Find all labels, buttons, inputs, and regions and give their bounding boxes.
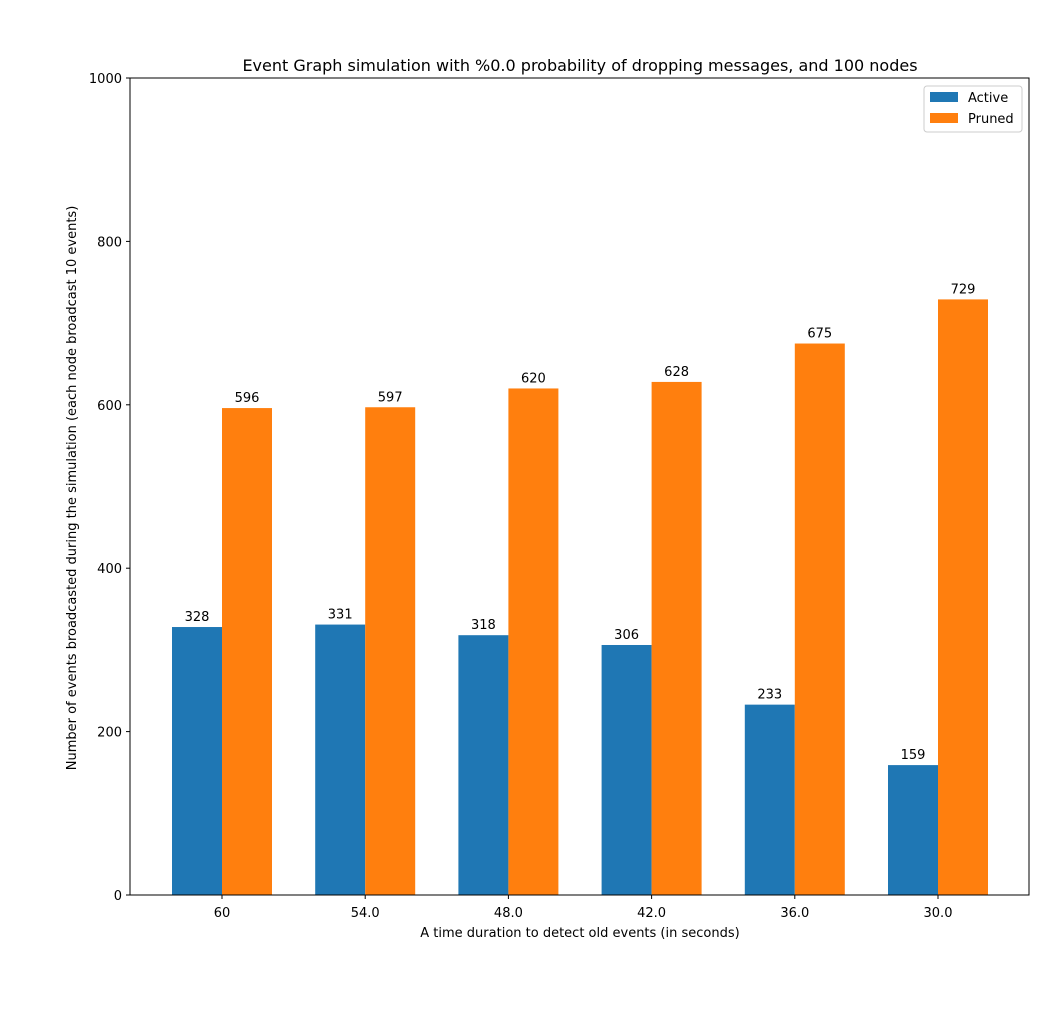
y-tick-label: 0 xyxy=(114,889,122,904)
bar-pruned xyxy=(365,407,416,895)
y-tick-label: 600 xyxy=(97,399,122,414)
legend-swatch-pruned xyxy=(930,113,958,123)
data-label: 675 xyxy=(807,327,832,342)
bar-pruned xyxy=(222,408,272,895)
x-tick-label: 30.0 xyxy=(924,906,953,921)
legend-label-active: Active xyxy=(968,91,1008,106)
y-tick-label: 400 xyxy=(97,562,122,577)
bar-pruned xyxy=(938,299,988,896)
x-tick-label: 36.0 xyxy=(780,906,809,921)
data-label: 233 xyxy=(757,688,782,703)
bar-active xyxy=(601,644,652,895)
bar-pruned xyxy=(794,343,845,895)
data-label: 318 xyxy=(471,618,496,633)
legend-label-pruned: Pruned xyxy=(968,112,1014,127)
y-tick-label: 200 xyxy=(97,726,122,741)
data-label: 628 xyxy=(664,365,689,380)
y-axis-label: Number of events broadcasted during the … xyxy=(65,206,80,771)
plot-frame xyxy=(129,77,1030,896)
y-axis: 0 200 400 600 800 1000 xyxy=(89,72,130,904)
y-tick-label: 800 xyxy=(97,235,122,250)
y-tick-label: 1000 xyxy=(89,72,122,87)
x-tick-label: 54.0 xyxy=(351,906,380,921)
bars xyxy=(172,299,988,896)
data-label: 306 xyxy=(614,628,639,643)
data-label: 620 xyxy=(521,371,546,386)
data-label: 328 xyxy=(185,610,210,625)
x-tick-label: 60 xyxy=(214,906,231,921)
bar-active xyxy=(172,627,222,895)
bar-pruned xyxy=(651,381,702,895)
x-tick-label: 48.0 xyxy=(494,906,523,921)
data-label: 596 xyxy=(235,391,260,406)
chart-title: Event Graph simulation with %0.0 probabi… xyxy=(242,56,917,75)
x-tick-label: 42.0 xyxy=(637,906,666,921)
data-label: 597 xyxy=(378,390,403,405)
bar-active xyxy=(458,635,509,895)
data-label: 331 xyxy=(328,608,353,623)
data-label: 159 xyxy=(901,748,926,763)
bar-active xyxy=(744,704,795,895)
bar-active xyxy=(315,624,366,895)
bar-active xyxy=(888,765,938,895)
x-axis: 60 54.0 48.0 42.0 36.0 30.0 xyxy=(214,895,953,921)
bar-pruned xyxy=(508,388,559,895)
data-label: 729 xyxy=(951,282,976,297)
legend: Active Pruned xyxy=(923,85,1023,133)
legend-swatch-active xyxy=(930,92,958,102)
data-labels: 328 331 318 306 233 159 596 597 620 628 675 729 xyxy=(185,282,976,763)
x-axis-label: A time duration to detect old events (in… xyxy=(420,926,739,941)
